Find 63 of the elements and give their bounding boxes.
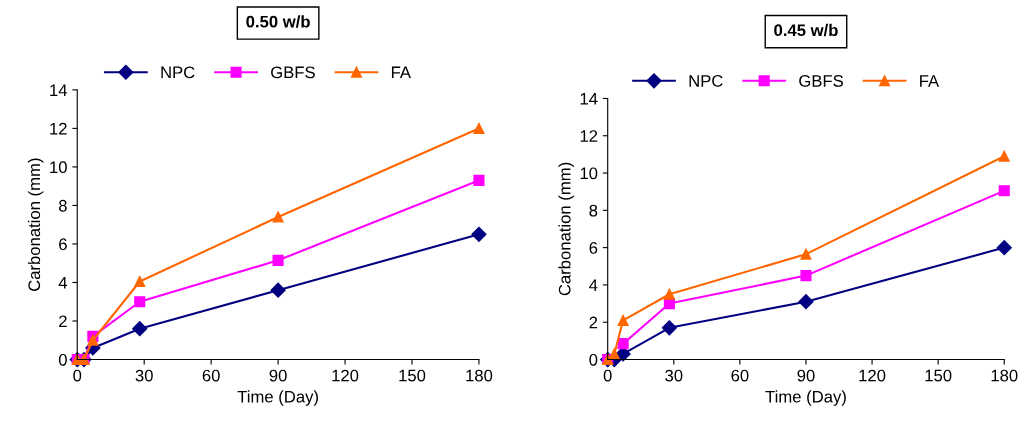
- point: [87, 334, 99, 346]
- y-axis-title: Carbonation (mm): [27, 158, 44, 291]
- x-tick-label: 60: [202, 369, 220, 382]
- y-tick-label: 12: [50, 122, 67, 135]
- point: [617, 314, 629, 326]
- legend-label: NPC: [689, 75, 723, 87]
- point: [617, 338, 629, 350]
- y-tick-label: 8: [589, 204, 598, 217]
- y-tick-label: 2: [589, 316, 598, 329]
- y-tick-label: 0: [589, 353, 598, 366]
- x-tick-label: 120: [332, 369, 359, 382]
- x-tick-label: 30: [665, 369, 683, 382]
- y-axis-title: Carbonation (mm): [558, 162, 574, 296]
- point: [998, 185, 1010, 197]
- x-tick-label: 120: [859, 369, 886, 382]
- x-tick-label: 60: [731, 369, 749, 382]
- y-tick-label: 0: [58, 353, 67, 366]
- point: [473, 174, 485, 186]
- point: [998, 150, 1010, 162]
- x-tick-label: 150: [399, 369, 426, 382]
- chart-title: 0.50 w/b: [246, 15, 310, 28]
- x-tick-label: 30: [135, 369, 153, 382]
- x-tick-label: 90: [797, 369, 815, 382]
- legend-label: NPC: [161, 66, 195, 79]
- point: [608, 348, 620, 360]
- point: [473, 122, 485, 134]
- x-tick-label: 0: [603, 369, 612, 382]
- point: [800, 270, 812, 282]
- y-tick-label: 10: [50, 161, 67, 174]
- x-axis-title: Time (Day): [237, 390, 318, 406]
- x-tick-label: 0: [73, 369, 82, 382]
- y-tick-label: 10: [580, 167, 598, 180]
- x-tick-label: 90: [269, 369, 287, 382]
- y-tick-label: 14: [580, 93, 598, 105]
- y-tick-label: 4: [589, 279, 598, 291]
- legend-label: GBFS: [799, 75, 843, 87]
- point: [270, 282, 286, 298]
- point: [800, 248, 812, 260]
- point: [798, 294, 814, 310]
- point: [134, 275, 146, 288]
- y-tick-label: 4: [58, 277, 68, 289]
- point: [272, 211, 284, 223]
- legend-label: GBFS: [271, 66, 315, 79]
- x-tick-label: 150: [925, 369, 952, 382]
- point: [272, 254, 284, 266]
- point: [663, 288, 675, 300]
- y-tick-label: 12: [580, 130, 598, 142]
- legend-label: FA: [391, 66, 411, 79]
- x-axis-title: Time (Day): [765, 390, 846, 406]
- y-tick-label: 8: [58, 199, 67, 212]
- chart-title: 0.45 w/b: [774, 23, 838, 37]
- point: [996, 240, 1012, 256]
- y-tick-label: 2: [59, 315, 67, 328]
- x-tick-label: 180: [991, 369, 1018, 382]
- point: [134, 296, 146, 308]
- y-tick-label: 14: [50, 84, 68, 96]
- x-tick-label: 180: [466, 369, 493, 382]
- y-tick-label: 6: [589, 242, 598, 254]
- legend-label: FA: [920, 75, 940, 87]
- point: [661, 320, 677, 336]
- y-tick-label: 6: [59, 238, 67, 251]
- point: [471, 226, 487, 242]
- point: [132, 321, 148, 337]
